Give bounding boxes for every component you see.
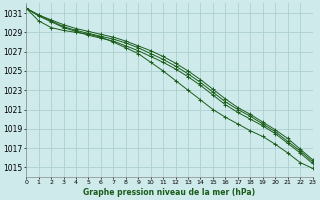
X-axis label: Graphe pression niveau de la mer (hPa): Graphe pression niveau de la mer (hPa) xyxy=(83,188,255,197)
